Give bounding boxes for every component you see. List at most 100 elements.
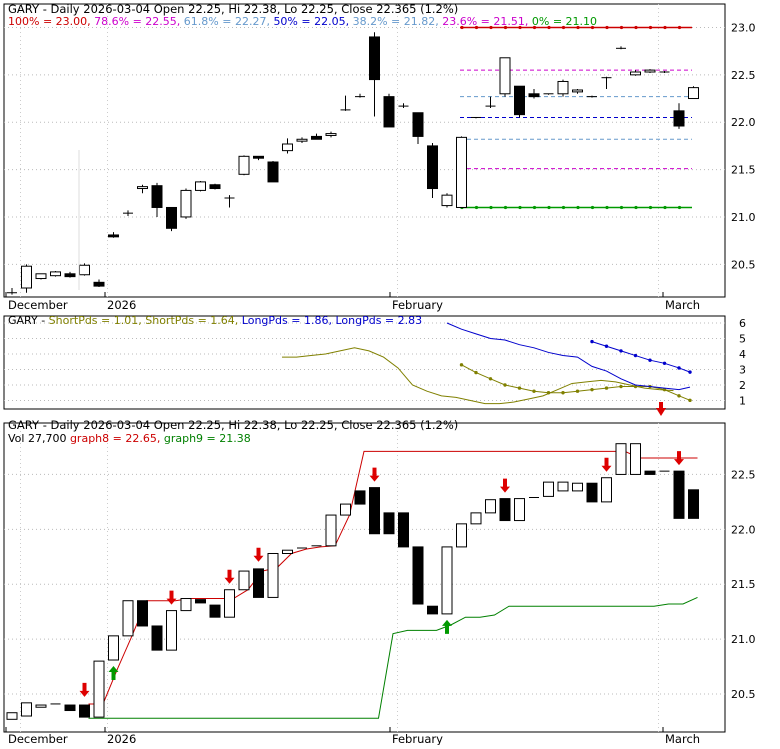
fib-dot — [648, 25, 653, 30]
down-arrow — [369, 467, 380, 482]
candle-body — [383, 512, 395, 535]
y-tick-label: 6 — [739, 317, 746, 330]
candle-body — [528, 93, 540, 98]
fib-lines — [460, 25, 692, 210]
candle-body — [325, 133, 337, 136]
candle-body — [499, 57, 511, 95]
fib-dot — [634, 205, 638, 210]
indicator-panel-gridlines — [4, 322, 725, 401]
candle-body — [35, 273, 47, 280]
candle-body — [35, 704, 47, 708]
candle-body — [267, 161, 279, 183]
candle-body — [369, 487, 380, 535]
fib-legend-entry: 38.2% = 21.82, — [353, 15, 443, 28]
candle-body — [644, 470, 656, 475]
indicator-line — [446, 322, 691, 391]
candle-body — [151, 185, 163, 208]
candle-body — [354, 490, 366, 505]
signal-line — [88, 596, 698, 719]
x-tick-label: December — [8, 732, 68, 745]
candle-body — [543, 481, 554, 497]
candle-body — [180, 598, 192, 612]
fib-dot — [590, 25, 595, 30]
fib-dot — [663, 205, 667, 210]
fib-dot — [460, 25, 464, 30]
candle-body — [195, 599, 206, 604]
indicator-dot — [677, 394, 681, 398]
fib-dot — [518, 25, 522, 30]
y-tick-label: 4 — [739, 348, 746, 361]
candle-body — [209, 184, 221, 190]
candle-body — [688, 489, 699, 519]
y-tick-label: 22.5 — [731, 468, 756, 481]
candle-body — [514, 85, 525, 116]
y-tick-label: 22.0 — [731, 523, 756, 536]
fib-legend: 100% = 23.00, 78.6% = 22.55, 61.8% = 22.… — [8, 15, 597, 28]
candle-body — [441, 194, 453, 207]
fib-legend-entry: 0% = 21.10 — [532, 15, 597, 28]
fib-dot — [576, 25, 580, 30]
candle-body — [21, 265, 32, 289]
candle-body — [108, 635, 119, 661]
fib-legend-entry: 100% = 23.00, — [8, 15, 94, 28]
candle-body — [441, 546, 453, 615]
candle-body — [485, 499, 496, 514]
candle-body — [572, 89, 583, 93]
candle-body — [79, 264, 90, 276]
fib-dot — [518, 205, 522, 210]
fib-dot — [547, 25, 551, 30]
indicator-dot — [459, 363, 464, 367]
candle-body — [499, 498, 511, 522]
candle-body — [282, 143, 293, 152]
fib-dot — [648, 205, 653, 210]
indicator-dot — [561, 391, 565, 395]
candle-body — [108, 234, 119, 238]
price-x-axis: December 2026 February March — [5, 292, 700, 312]
indicator-dot — [648, 358, 652, 362]
candle-body — [427, 145, 438, 190]
fib-legend-entry: 78.6% = 22.55, — [94, 15, 184, 28]
candle-body — [470, 512, 482, 525]
candle-body — [224, 589, 235, 618]
y-tick-label: 22.5 — [731, 69, 756, 82]
fib-dot — [576, 205, 580, 210]
fib-dot — [677, 205, 682, 210]
indicator-legend-entry: LongPds = 1.86, — [242, 314, 336, 327]
indicator-dot — [662, 361, 667, 365]
y-tick-label: 1 — [739, 395, 746, 408]
candle-body — [586, 482, 598, 503]
candle-body — [267, 552, 279, 598]
fib-dot — [474, 205, 479, 210]
candle-body — [325, 514, 337, 547]
indicator-title: GARY - — [8, 314, 49, 327]
price-y-axis: 23.0 22.5 22.0 21.5 21.0 20.5 — [731, 21, 756, 271]
x-tick-label: 2026 — [107, 732, 136, 745]
candle-body — [456, 523, 467, 548]
down-arrow — [656, 402, 666, 416]
y-tick-label: 20.5 — [731, 258, 756, 271]
price-panel-frame — [3, 3, 726, 298]
indicator-dot — [532, 389, 536, 393]
indicator-dot — [619, 384, 623, 389]
candle-body — [572, 482, 583, 492]
fib-dot — [634, 25, 638, 30]
candle-body — [456, 136, 467, 208]
indicator-dot — [503, 383, 507, 387]
candle-body — [383, 96, 395, 128]
y-tick-label: 23.0 — [731, 21, 756, 34]
up-arrow — [442, 619, 452, 634]
candle-body — [514, 498, 525, 522]
candle-body — [151, 625, 163, 651]
indicator-dot — [677, 366, 681, 370]
down-arrow — [166, 590, 177, 605]
indicator-dot — [604, 386, 609, 390]
indicator-dot — [590, 387, 594, 392]
candle-body — [50, 271, 61, 277]
y-tick-label: 21.0 — [731, 633, 756, 646]
candle-body — [282, 549, 293, 554]
fib-legend-entry: 61.8% = 22.27, — [184, 15, 274, 28]
candle-body — [253, 568, 264, 598]
x-tick-label: March — [665, 732, 700, 745]
candle-body — [238, 155, 250, 175]
candle-body — [195, 181, 206, 191]
